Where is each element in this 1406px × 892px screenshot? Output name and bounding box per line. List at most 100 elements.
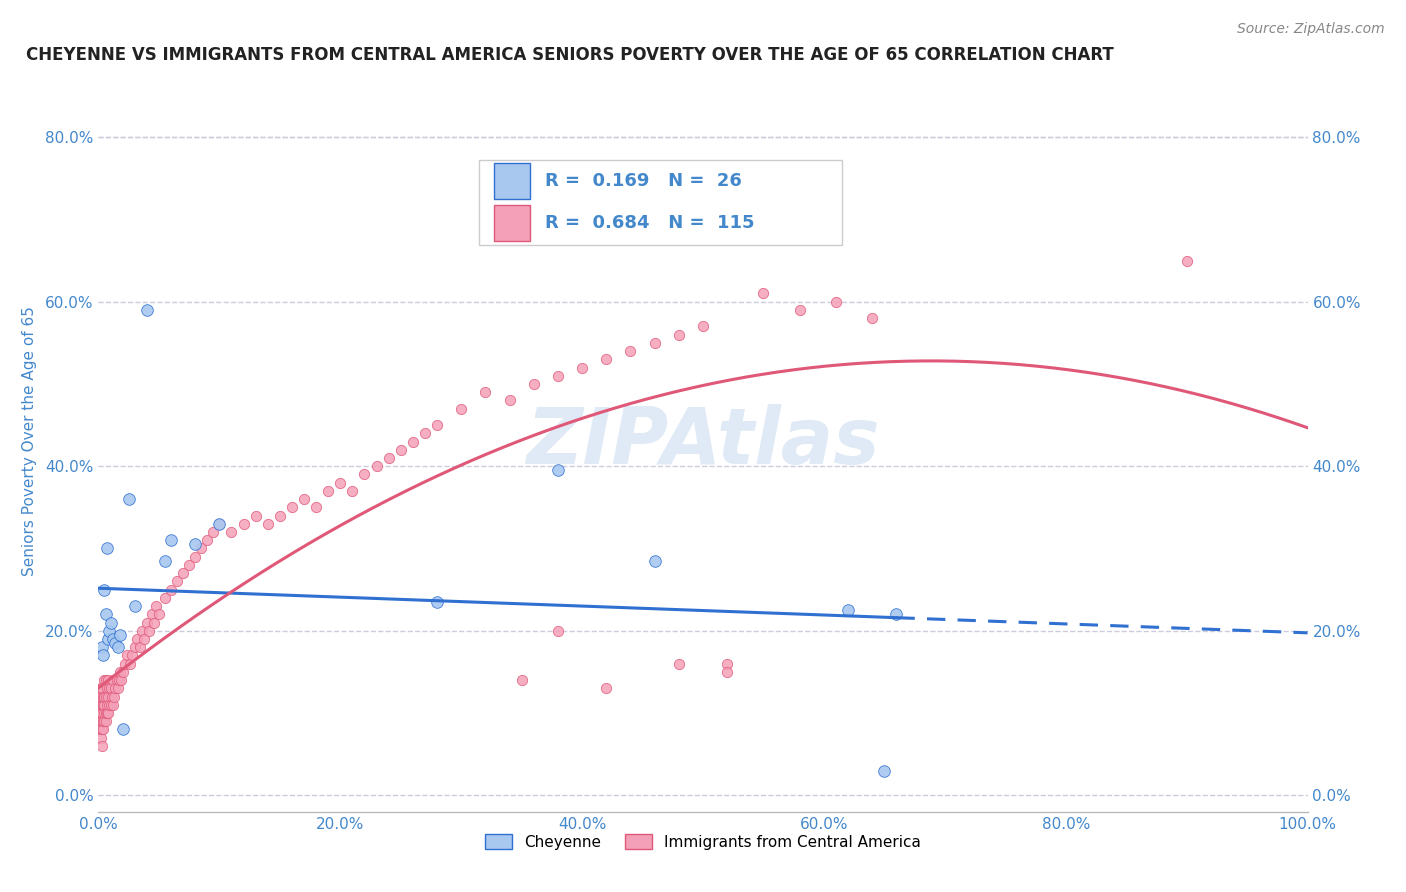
Point: [128, 640, 150, 655]
Point: [232, 516, 254, 531]
Point: [91, 648, 114, 663]
Point: [716, 665, 738, 679]
Point: [135, 615, 157, 630]
Point: [100, 681, 122, 696]
Point: [96, 681, 118, 696]
Point: [426, 418, 449, 433]
Text: CHEYENNE VS IMMIGRANTS FROM CENTRAL AMERICA SENIORS POVERTY OVER THE AGE OF 65 C: CHEYENNE VS IMMIGRANTS FROM CENTRAL AMER…: [25, 46, 1114, 64]
Point: [97, 690, 120, 704]
Point: [91, 723, 114, 737]
Point: [208, 516, 231, 531]
Point: [498, 393, 520, 408]
Point: [91, 698, 114, 712]
Point: [108, 673, 131, 687]
Point: [138, 624, 160, 638]
Point: [101, 673, 124, 687]
Point: [117, 648, 139, 663]
Point: [153, 591, 176, 605]
Point: [100, 690, 122, 704]
Point: [413, 426, 436, 441]
Point: [474, 385, 496, 400]
Point: [91, 690, 114, 704]
Point: [141, 607, 163, 622]
Point: [93, 582, 115, 597]
Y-axis label: Seniors Poverty Over the Age of 65: Seniors Poverty Over the Age of 65: [21, 307, 37, 576]
Point: [93, 706, 115, 720]
Point: [89, 723, 111, 737]
Point: [547, 463, 569, 477]
Point: [90, 731, 112, 745]
Point: [668, 327, 690, 342]
Point: [104, 636, 127, 650]
Point: [96, 541, 118, 556]
Point: [377, 450, 399, 465]
Point: [90, 698, 112, 712]
Point: [90, 681, 112, 696]
Bar: [494, 163, 530, 199]
Point: [450, 401, 472, 416]
Point: [118, 657, 141, 671]
Point: [595, 352, 617, 367]
Point: [837, 603, 859, 617]
Point: [281, 500, 304, 515]
Point: [571, 360, 593, 375]
Point: [91, 714, 114, 729]
Point: [101, 698, 124, 712]
Point: [184, 549, 207, 564]
Point: [134, 632, 156, 646]
Point: [94, 607, 117, 622]
Point: [93, 690, 115, 704]
Point: [93, 698, 115, 712]
Point: [90, 690, 112, 704]
Point: [104, 681, 127, 696]
Point: [595, 681, 617, 696]
Point: [94, 673, 117, 687]
Point: [107, 681, 129, 696]
Point: [153, 554, 176, 568]
Point: [103, 690, 125, 704]
Point: [127, 632, 149, 646]
Point: [668, 657, 690, 671]
Point: [245, 508, 267, 523]
Point: [111, 665, 134, 679]
Point: [124, 599, 146, 613]
Point: [105, 673, 128, 687]
Point: [547, 624, 569, 638]
Point: [353, 467, 375, 482]
Point: [160, 582, 183, 597]
Point: [221, 524, 243, 539]
Point: [101, 632, 124, 646]
Point: [202, 524, 225, 539]
Point: [179, 558, 201, 572]
Legend: Cheyenne, Immigrants from Central America: Cheyenne, Immigrants from Central Americ…: [479, 828, 927, 856]
Point: [160, 533, 183, 548]
Point: [143, 615, 166, 630]
Point: [510, 673, 533, 687]
Bar: [494, 205, 530, 241]
Point: [547, 368, 569, 383]
Point: [90, 706, 112, 720]
Point: [124, 640, 146, 655]
Point: [292, 492, 315, 507]
Point: [190, 541, 212, 556]
Point: [91, 698, 114, 712]
Point: [208, 516, 231, 531]
Point: [94, 690, 117, 704]
Point: [316, 483, 339, 498]
Point: [389, 442, 412, 457]
Point: [91, 706, 114, 720]
Point: [108, 628, 131, 642]
Point: [256, 516, 278, 531]
Point: [131, 624, 153, 638]
Point: [91, 681, 114, 696]
Point: [97, 632, 120, 646]
Point: [402, 434, 425, 449]
Point: [644, 335, 666, 350]
Point: [692, 319, 714, 334]
Point: [342, 483, 364, 498]
Point: [107, 640, 129, 655]
Point: [89, 706, 111, 720]
Point: [860, 311, 883, 326]
Point: [110, 673, 132, 687]
Point: [91, 723, 114, 737]
